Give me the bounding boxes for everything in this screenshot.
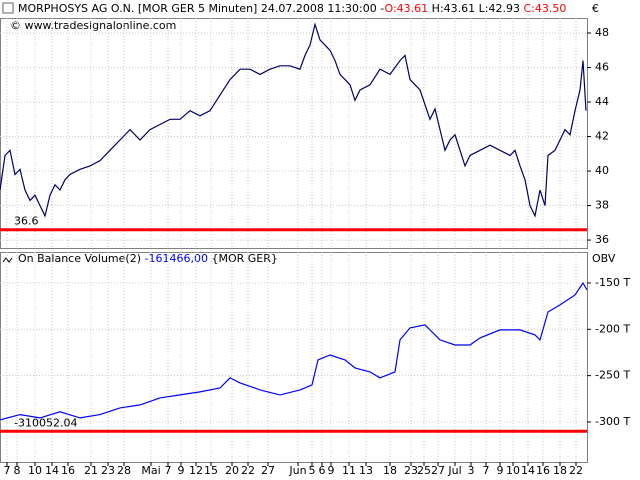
obv-title: On Balance Volume(2) [18, 252, 141, 265]
y-tick-label: -250 T [595, 369, 630, 382]
x-tick-label: 28 [117, 464, 131, 477]
y-tick-label: 44 [595, 95, 609, 108]
y-tick-label: 36 [595, 233, 609, 246]
watermark: © www.tradesignalonline.com [10, 19, 176, 32]
panel-frame [0, 252, 588, 463]
x-tick-label: Jul [447, 464, 461, 477]
x-tick-label: Mai [141, 464, 160, 477]
y-tick-label: -200 T [595, 322, 630, 335]
x-tick-label: 9 [178, 464, 185, 477]
x-tick-label: 25 [417, 464, 431, 477]
x-tick-label: 13 [359, 464, 373, 477]
x-tick-label: 7 [4, 464, 11, 477]
header-title: MORPHOSYS AG O.N. [MOR GER 5 Minuten] 24… [18, 2, 385, 15]
y-tick-label: 40 [595, 164, 609, 177]
y-tick-label: 38 [595, 199, 609, 212]
x-tick-label: 5 [309, 464, 316, 477]
y-tick-label: 48 [595, 26, 609, 39]
indicator-icon [2, 257, 13, 263]
x-tick-label: 3 [468, 464, 475, 477]
x-tick-label: 9 [497, 464, 504, 477]
x-tick-label: 11 [342, 464, 356, 477]
y-tick-label: -150 T [595, 276, 630, 289]
x-tick-label: 20 [225, 464, 239, 477]
x-tick-label: 14 [521, 464, 535, 477]
x-tick-label: 15 [204, 464, 218, 477]
x-tick-label: 6 [319, 464, 326, 477]
x-tick-label: 10 [506, 464, 520, 477]
x-tick-label: 27 [431, 464, 445, 477]
x-tick-label: 16 [536, 464, 550, 477]
x-tick-label: 7 [483, 464, 490, 477]
series-line [0, 22, 587, 218]
header-high-low: H:43.61 L:42.93 [432, 2, 520, 15]
header-open: O:43.61 [385, 2, 429, 15]
reference-label: -310052.04 [14, 416, 77, 429]
collapse-icon[interactable] [2, 2, 14, 14]
reference-label: 36.6 [14, 215, 39, 228]
x-tick-label: 8 [14, 464, 21, 477]
x-tick-label: 23 [404, 464, 418, 477]
obv-unit: OBV [592, 252, 616, 265]
obv-symbol: {MOR GER} [211, 252, 277, 265]
price-header: MORPHOSYS AG O.N. [MOR GER 5 Minuten] 24… [18, 2, 566, 15]
x-tick-label: 23 [101, 464, 115, 477]
series-line [0, 281, 588, 421]
y-tick-label: 46 [595, 61, 609, 74]
x-tick-label: 18 [553, 464, 567, 477]
x-tick-label: 9 [328, 464, 335, 477]
obv-last: -161466,00 [145, 252, 208, 265]
x-tick-label: 21 [84, 464, 98, 477]
header-close: C:43.50 [523, 2, 566, 15]
x-tick-label: 27 [261, 464, 275, 477]
x-tick-label: 18 [383, 464, 397, 477]
panel-frame [0, 18, 588, 249]
x-tick-label: 22 [569, 464, 583, 477]
x-tick-label: 22 [241, 464, 255, 477]
x-tick-label: 14 [45, 464, 59, 477]
x-tick-label: 7 [165, 464, 172, 477]
x-tick-label: 10 [28, 464, 42, 477]
x-tick-label: 12 [189, 464, 203, 477]
y-tick-label: 42 [595, 130, 609, 143]
x-tick-label: 16 [61, 464, 75, 477]
price-unit: € [592, 2, 599, 15]
x-tick-label: Jun [288, 464, 306, 477]
y-tick-label: -300 T [595, 415, 630, 428]
obv-header: On Balance Volume(2) -161466,00 {MOR GER… [18, 252, 278, 265]
